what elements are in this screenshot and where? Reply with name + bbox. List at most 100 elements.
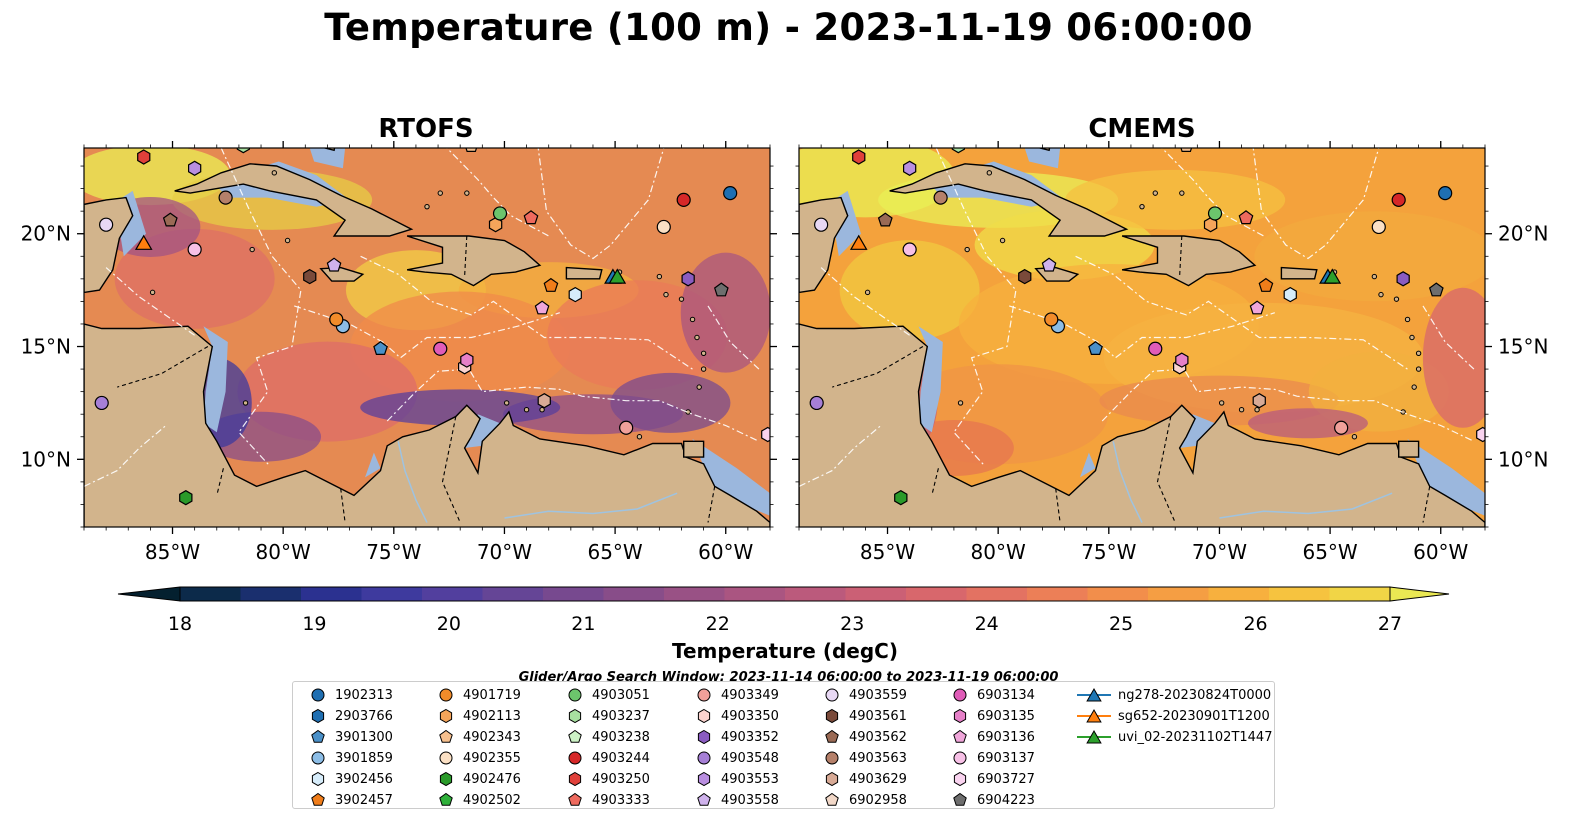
marker-4903352	[1396, 271, 1410, 287]
islet	[1404, 316, 1411, 323]
marker-3902457	[1258, 277, 1274, 292]
islet	[694, 334, 700, 341]
shelf-area	[692, 439, 770, 516]
legend-item-label: 4903548	[721, 750, 779, 766]
x-tick-label: 80°W	[256, 540, 311, 564]
marker-6903137	[187, 242, 202, 257]
legend-item: 4903352	[693, 727, 779, 747]
legend-item-label: uvi_02-20231102T1447	[1118, 729, 1273, 745]
colorbar-tick-label: 21	[571, 613, 595, 635]
colorbar-segment	[603, 587, 665, 601]
legend-item-label: 4903558	[721, 792, 779, 808]
colorbar-extend-high	[1389, 586, 1450, 602]
legend-item-label: 4903553	[721, 771, 779, 787]
triangle-marker-icon	[1077, 708, 1111, 723]
land	[799, 323, 1485, 527]
hexagon-marker-icon	[568, 708, 582, 724]
legend-item-label: 4903237	[592, 708, 650, 724]
land	[683, 440, 705, 458]
colorbar-tick-label: 23	[840, 613, 864, 635]
marker-4903561	[303, 268, 317, 285]
temperature-patch	[839, 240, 980, 341]
circle-marker-icon	[825, 688, 839, 702]
country-border	[340, 488, 346, 523]
pentagon-marker-icon	[825, 729, 839, 743]
x-tick-label: 75°W	[366, 540, 421, 564]
marker-3902456	[1283, 286, 1297, 303]
marker-6903135	[460, 352, 474, 368]
marker-4902355	[1371, 219, 1386, 235]
colorbar-segment	[1087, 587, 1149, 601]
eez-boundary	[360, 255, 693, 370]
map-panel-rtofs: 85°W 80°W 75°W 70°W 65°W 60°W 10°N 15°N 20°N	[21, 134, 777, 564]
islet	[523, 406, 530, 413]
marker-4903553	[188, 160, 202, 176]
islet	[1409, 334, 1415, 341]
islet	[242, 400, 249, 406]
colorbar-segment	[785, 587, 846, 601]
temperature-patch	[1422, 287, 1485, 428]
pentagon-marker-icon	[311, 792, 325, 806]
marker-6903136	[534, 300, 550, 315]
hexagon-marker-icon	[439, 771, 453, 787]
legend-item-label: 6903134	[977, 687, 1035, 703]
colorbar-segment	[301, 587, 362, 601]
colorbar-segment	[724, 587, 786, 601]
marker-4903349	[619, 420, 634, 435]
legend-item-label: 4902113	[463, 708, 521, 724]
marker-4903629	[1252, 393, 1266, 409]
marker-4903553	[902, 160, 917, 176]
legend-item: 4903561	[821, 706, 907, 726]
pentagon-marker-icon	[825, 792, 839, 806]
islet	[1351, 434, 1358, 440]
legend-item: 4903553	[693, 769, 779, 789]
legend-item: uvi_02-20231102T1447	[1076, 727, 1272, 747]
legend-item: 4903237	[564, 706, 650, 726]
islet	[1179, 190, 1185, 196]
marker-4902113	[488, 217, 503, 233]
shelf-area	[918, 326, 943, 433]
legend-item-label: 4903051	[592, 687, 650, 703]
eez-boundary	[1009, 305, 1275, 359]
land	[1121, 235, 1257, 287]
panel-title-rtofs: RTOFS	[378, 114, 474, 144]
legend-item: 4903558	[693, 790, 779, 810]
legend-item-label: 4903559	[849, 687, 907, 703]
marker-4903051	[1207, 206, 1223, 221]
eez-boundary	[84, 425, 167, 487]
marker-2903766	[784, 446, 796, 460]
legend-item: 4903563	[821, 748, 907, 768]
x-tick-label: 70°W	[477, 540, 532, 564]
marker-4902355	[656, 219, 671, 235]
x-tick-label: 65°W	[1302, 540, 1357, 564]
eez-boundary	[1101, 368, 1475, 442]
legend-item: 3901859	[307, 748, 393, 768]
chart-title: Temperature (100 m) - 2023-11-19 06:00:0…	[324, 6, 1253, 49]
land	[174, 163, 414, 237]
colorbar-segment	[664, 587, 725, 601]
shelf-area	[1179, 414, 1215, 448]
colorbar-frame	[179, 586, 1391, 602]
marker-6902958	[86, 134, 99, 147]
marker-4903558	[326, 257, 342, 272]
islet	[539, 406, 545, 413]
eez-boundary	[446, 148, 549, 237]
marker-4903349	[1334, 420, 1349, 435]
temperature-patch	[1065, 169, 1286, 230]
legend-item-label: 4903349	[721, 687, 779, 703]
y-tick-label: 10°N	[21, 447, 71, 471]
islet	[1411, 384, 1417, 390]
map-panel-cmems: 85°W 80°W 75°W 70°W 65°W 60°W 10°N 15°N 20°N	[784, 141, 1548, 564]
colorbar-tick-label: 27	[1378, 613, 1402, 635]
marker-4903333	[523, 210, 539, 225]
legend-item: 6904223	[949, 790, 1035, 810]
colorbar-segment	[422, 587, 483, 601]
eez-boundary	[1161, 148, 1264, 237]
x-tick-label: 60°W	[698, 540, 753, 564]
legend-item: 6903727	[949, 769, 1035, 789]
land	[84, 323, 770, 527]
legend-item: 6902958	[821, 790, 907, 810]
legend-item-label: 4903250	[592, 771, 650, 787]
legend-item: 4903629	[821, 769, 907, 789]
marker-uvi_02-20231102T1447	[608, 268, 627, 284]
